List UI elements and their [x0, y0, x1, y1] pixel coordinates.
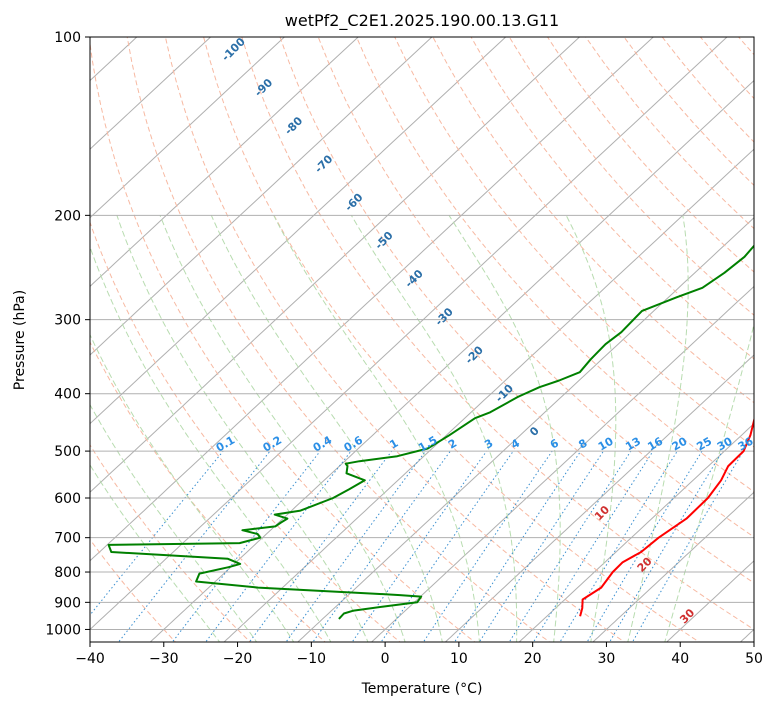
x-tick-label: 0: [381, 651, 390, 667]
mixing-ratio-line: [631, 450, 744, 642]
x-tick-label: 30: [598, 651, 616, 667]
mixing-ratio-line: [422, 450, 553, 642]
x-tick-label: −30: [149, 651, 179, 667]
isotherm-label: 40: [720, 658, 740, 678]
y-tick-label: 300: [54, 313, 81, 329]
isotherm-line: [90, 37, 580, 493]
moist-adiabat-line: [448, 215, 561, 642]
mixing-ratio-label: 36: [736, 434, 756, 453]
moist-adiabat-line: [350, 215, 518, 642]
dry-adiabat-line: [126, 37, 551, 642]
y-tick-label: 200: [54, 208, 81, 224]
x-tick-label: 20: [524, 651, 542, 667]
isotherm-line: [90, 37, 359, 288]
dewpoint-line: [107, 244, 754, 620]
dry-adiabat-line: [356, 37, 754, 493]
y-axis-label: Pressure (hPa): [12, 290, 28, 390]
moist-adiabat-line: [90, 403, 258, 642]
mixing-ratio-line: [90, 450, 224, 616]
pressure-gridlines: [90, 37, 754, 630]
y-tick-label: 400: [54, 387, 81, 403]
isotherm-line: [0, 37, 63, 644]
dry-adiabat-line: [508, 37, 754, 316]
isotherm-line: [90, 37, 433, 356]
background-lines: [0, 37, 754, 644]
y-tick-label: 1000: [45, 622, 81, 638]
mixing-ratio-line: [248, 450, 393, 642]
y-tick-label: 800: [54, 565, 81, 581]
x-tick-label: −40: [75, 651, 105, 667]
x-tick-label: 40: [671, 651, 689, 667]
mixing-ratio-line: [171, 450, 321, 642]
mixing-ratio-line: [609, 450, 724, 642]
mixing-ratio-line: [312, 450, 451, 642]
moist-adiabat-line: [90, 463, 221, 642]
sounding-profiles: [107, 244, 754, 620]
chart-title: wetPf2_C2E1.2025.190.00.13.G11: [285, 11, 559, 31]
y-tick-label: 100: [54, 30, 81, 46]
moist-adiabat-line: [273, 215, 481, 642]
x-tick-label: 10: [450, 651, 468, 667]
mixing-ratio-line: [559, 450, 678, 642]
y-axis-ticks: 100 200 300 400 500 600 700 800 900 1000: [45, 30, 90, 638]
dry-adiabat-line: [241, 37, 754, 630]
mixing-ratio-line: [285, 450, 426, 642]
x-axis-ticks: −40 −30 −20 −10 0 10 20 30 40 50: [75, 642, 763, 667]
moist-adiabat-line: [565, 215, 617, 642]
temperature-line: [579, 417, 754, 617]
y-tick-label: 600: [54, 491, 81, 507]
isotherm-line: [90, 37, 507, 425]
moist-adiabat-line: [159, 215, 406, 642]
mixing-ratio-line: [380, 450, 514, 642]
mixing-ratio-line: [508, 450, 632, 642]
isotherm-line: [90, 37, 654, 562]
dry-adiabat-line: [432, 37, 754, 404]
moist-adiabat-line: [627, 215, 689, 642]
mixing-ratio-line: [532, 450, 654, 642]
moist-adiabat-line: [664, 322, 754, 642]
plot-frame: [89, 36, 755, 643]
dry-adiabat-line: [279, 37, 754, 584]
mixing-ratio-line: [453, 450, 582, 642]
y-tick-label: 500: [54, 444, 81, 460]
x-tick-label: −10: [297, 651, 327, 667]
moist-adiabat-line: [90, 333, 295, 642]
y-tick-label: 900: [54, 595, 81, 611]
y-tick-label: 700: [54, 531, 81, 547]
moist-adiabat-line: [210, 215, 443, 642]
moist-adiabat-line: [116, 215, 369, 642]
x-tick-label: −20: [223, 651, 253, 667]
x-axis-label: Temperature (°C): [361, 681, 483, 697]
mixing-ratio-line: [478, 450, 604, 642]
x-tick-label: 50: [745, 651, 763, 667]
mixing-ratio-line: [351, 450, 488, 642]
mixing-ratio-line: [117, 450, 271, 642]
plot-area: [90, 37, 754, 642]
